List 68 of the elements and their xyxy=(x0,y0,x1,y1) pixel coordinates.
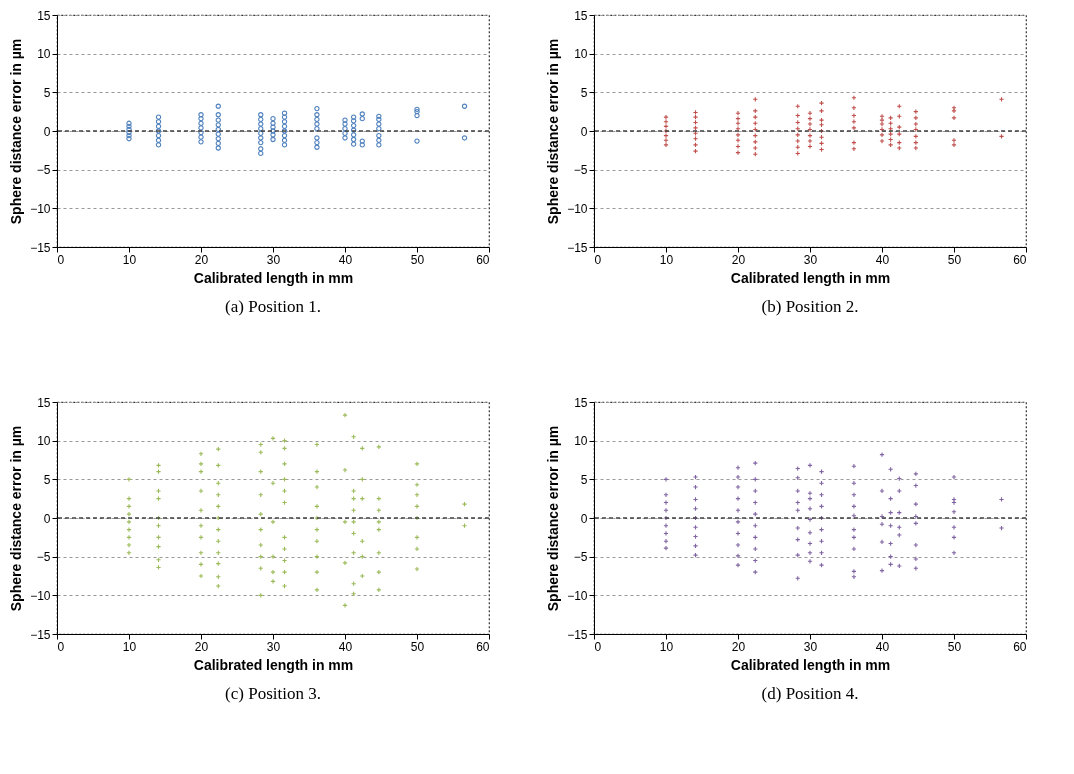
x-tick-label: 60 xyxy=(1013,639,1027,654)
y-tick-label: −10 xyxy=(567,201,588,216)
x-tick-label: 40 xyxy=(338,639,353,654)
x-tick-label: 10 xyxy=(122,252,137,267)
y-tick-label: −5 xyxy=(573,163,588,178)
y-tick-label: 10 xyxy=(37,434,51,449)
x-tick-label: 10 xyxy=(659,252,674,267)
x-tick-label: 50 xyxy=(410,252,425,267)
x-tick-label: 20 xyxy=(731,639,746,654)
y-tick-label: 15 xyxy=(574,8,588,23)
x-axis-title: Calibrated length in mm xyxy=(193,656,354,673)
y-tick-label: 5 xyxy=(43,472,51,487)
x-tick-label: 10 xyxy=(122,639,137,654)
y-tick-label: −10 xyxy=(30,201,51,216)
y-tick-label: 15 xyxy=(574,395,588,410)
x-tick-label: 10 xyxy=(659,639,674,654)
text: (a) Position 1. xyxy=(225,297,321,316)
x-tick-label: 0 xyxy=(57,252,65,267)
y-tick-label: −15 xyxy=(30,627,51,642)
y-tick-label: 10 xyxy=(574,434,588,449)
x-tick-label: 40 xyxy=(875,252,890,267)
x-tick-label: 20 xyxy=(731,252,746,267)
text: (c) Position 3. xyxy=(225,684,321,703)
y-tick-label: 15 xyxy=(37,8,51,23)
y-tick-label: 10 xyxy=(37,47,51,62)
y-axis-title: Sphere distance error in µm xyxy=(8,38,25,225)
x-tick-label: 0 xyxy=(594,252,602,267)
y-tick-label: −5 xyxy=(573,550,588,565)
x-tick-label: 30 xyxy=(803,252,818,267)
y-tick-label: 0 xyxy=(43,124,51,139)
x-tick-label: 0 xyxy=(57,639,65,654)
y-tick-label: −15 xyxy=(567,627,588,642)
text: (b) Position 2. xyxy=(761,297,859,316)
y-axis-title: Sphere distance error in µm xyxy=(545,38,562,225)
x-tick-label: 50 xyxy=(410,639,425,654)
x-tick-label: 30 xyxy=(266,639,281,654)
x-axis-title: Calibrated length in mm xyxy=(730,269,891,286)
y-tick-label: −10 xyxy=(30,588,51,603)
y-tick-label: −5 xyxy=(36,550,51,565)
y-tick-label: 0 xyxy=(580,511,588,526)
y-tick-label: −10 xyxy=(567,588,588,603)
y-tick-label: 5 xyxy=(580,85,588,100)
x-tick-label: 60 xyxy=(476,252,490,267)
x-tick-label: 0 xyxy=(594,639,602,654)
y-tick-label: 0 xyxy=(43,511,51,526)
y-tick-label: 0 xyxy=(580,124,588,139)
y-tick-label: 15 xyxy=(37,395,51,410)
x-axis-title: Calibrated length in mm xyxy=(730,656,891,673)
y-tick-label: 10 xyxy=(574,47,588,62)
x-tick-label: 50 xyxy=(947,639,962,654)
text: (d) Position 4. xyxy=(761,684,859,703)
y-tick-label: −15 xyxy=(30,240,51,255)
x-tick-label: 60 xyxy=(1013,252,1027,267)
x-tick-label: 40 xyxy=(875,639,890,654)
y-axis-title: Sphere distance error in µm xyxy=(8,425,25,612)
x-tick-label: 30 xyxy=(266,252,281,267)
x-axis-title: Calibrated length in mm xyxy=(193,269,354,286)
y-tick-label: −15 xyxy=(567,240,588,255)
y-tick-label: 5 xyxy=(580,472,588,487)
x-tick-label: 60 xyxy=(476,639,490,654)
x-tick-label: 40 xyxy=(338,252,353,267)
y-tick-label: −5 xyxy=(36,163,51,178)
x-tick-label: 20 xyxy=(194,252,209,267)
y-axis-title: Sphere distance error in µm xyxy=(545,425,562,612)
x-tick-label: 30 xyxy=(803,639,818,654)
x-tick-label: 20 xyxy=(194,639,209,654)
y-tick-label: 5 xyxy=(43,85,51,100)
x-tick-label: 50 xyxy=(947,252,962,267)
